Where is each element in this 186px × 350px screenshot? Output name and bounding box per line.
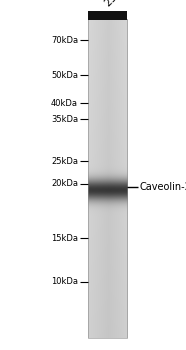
Bar — [88, 19, 127, 338]
Text: 35kDa: 35kDa — [51, 114, 78, 124]
Bar — [88, 10, 127, 20]
Text: 25kDa: 25kDa — [51, 156, 78, 166]
Text: 40kDa: 40kDa — [51, 99, 78, 108]
Text: 20kDa: 20kDa — [51, 179, 78, 188]
Text: 70kDa: 70kDa — [51, 36, 78, 45]
Text: Caveolin-2: Caveolin-2 — [140, 182, 186, 192]
Text: 10kDa: 10kDa — [51, 277, 78, 286]
Text: 293T: 293T — [103, 0, 128, 9]
Text: 15kDa: 15kDa — [51, 233, 78, 243]
Text: 50kDa: 50kDa — [51, 71, 78, 80]
